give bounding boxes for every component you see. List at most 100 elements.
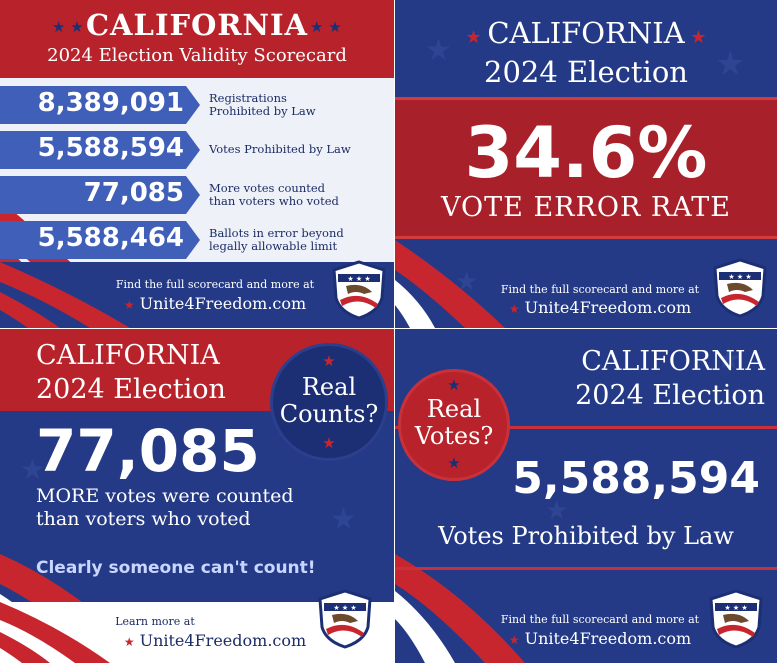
label-line: More votes counted: [209, 181, 326, 195]
footer-link[interactable]: ★ Unite4Freedom.com: [100, 631, 330, 650]
svg-text:★: ★: [425, 33, 452, 68]
site-url[interactable]: Unite4Freedom.com: [139, 294, 307, 313]
svg-text:★: ★: [715, 342, 742, 377]
svg-text:★ ★ ★: ★ ★ ★: [333, 604, 356, 612]
scorecard-row: 77,085 More votes counted than voters wh…: [0, 176, 394, 214]
arrow-shape: [0, 131, 200, 169]
star-icon: ★: [508, 302, 520, 316]
footer-text: Find the full scorecard and more at: [500, 283, 700, 296]
circle-text: Counts?: [279, 400, 379, 428]
title-line: CALIFORNIA: [36, 340, 220, 371]
scorecard-label: Ballots in error beyond legally allowabl…: [209, 227, 389, 253]
scorecard-label: Votes Prohibited by Law: [209, 143, 389, 156]
label-line: Votes Prohibited by Law: [209, 142, 351, 156]
circle-text: Votes?: [414, 422, 494, 450]
scorecard-label: Registrations Prohibited by Law: [209, 92, 389, 118]
real-votes-title: CALIFORNIA 2024 Election: [525, 345, 765, 413]
star-background: ★ ★: [395, 342, 742, 663]
title-line: 2024 Election: [484, 55, 688, 89]
error-rate-panel: ★ ★ ★ ★ CALIFORNIA ★ 2024 Election 34.6%…: [395, 0, 777, 328]
site-url[interactable]: Unite4Freedom.com: [524, 298, 692, 317]
error-rate-title: ★ CALIFORNIA ★ 2024 Election: [395, 16, 777, 89]
label-line: Registrations: [209, 91, 287, 105]
error-rate-percent: 34.6%: [464, 112, 708, 194]
star-icon: ★: [123, 635, 135, 649]
site-url[interactable]: Unite4Freedom.com: [524, 629, 692, 648]
eagle-shield-icon: ★ ★ ★: [713, 258, 767, 318]
title-text: CALIFORNIA: [487, 16, 685, 50]
star-icon: ★ ★: [52, 18, 84, 36]
footer-link[interactable]: ★ Unite4Freedom.com: [490, 298, 710, 317]
real-counts-description: MORE votes were counted than voters who …: [36, 485, 376, 531]
scorecard-header: ★ ★ ★ ★ CALIFORNIA 2024 Election Validit…: [0, 0, 394, 78]
error-rate-band: [395, 97, 777, 239]
svg-text:★ ★ ★: ★ ★ ★: [347, 275, 370, 283]
real-counts-number: 77,085: [36, 417, 260, 485]
real-counts-circle: ★ Real Counts? ★: [270, 343, 388, 461]
arrow-shape: [0, 221, 200, 259]
star-icon: ★: [447, 454, 461, 472]
label-line: Ballots in error beyond: [209, 226, 344, 240]
svg-text:★ ★ ★: ★ ★ ★: [724, 604, 747, 612]
scorecard-number: 5,588,594: [37, 133, 184, 163]
title-line: CALIFORNIA: [581, 346, 765, 377]
svg-text:★: ★: [545, 496, 568, 526]
star-icon: ★: [123, 298, 135, 312]
scorecard-row: 8,389,091 Registrations Prohibited by La…: [0, 86, 394, 124]
svg-text:★ ★ ★: ★ ★ ★: [728, 273, 751, 281]
real-votes-circle: ★ Real Votes? ★: [398, 369, 510, 481]
real-votes-caption: Votes Prohibited by Law: [438, 522, 734, 550]
scorecard-title: CALIFORNIA: [85, 8, 309, 42]
footer-stripes: [0, 262, 130, 328]
footer-text: Find the full scorecard and more at: [500, 613, 700, 626]
scorecard-row: 5,588,464 Ballots in error beyond legall…: [0, 221, 394, 259]
star-icon: ★: [465, 27, 488, 48]
scorecard-number: 77,085: [83, 178, 184, 208]
footer-text: Learn more at: [115, 615, 195, 628]
real-votes-number: 5,588,594: [512, 453, 760, 504]
arrow-shape: [0, 86, 200, 124]
footer-link[interactable]: ★ Unite4Freedom.com: [100, 294, 330, 313]
title-line: ★ CALIFORNIA ★: [395, 16, 777, 55]
eagle-shield-icon: ★ ★ ★: [709, 589, 763, 649]
footer-text: Find the full scorecard and more at: [115, 278, 315, 291]
svg-text:★: ★: [20, 453, 45, 486]
real-counts-title: CALIFORNIA 2024 Election: [36, 339, 276, 407]
scorecard-subtitle: 2024 Election Validity Scorecard: [47, 45, 347, 66]
circle-text: Real: [301, 373, 357, 401]
title-line: 2024 Election: [575, 380, 765, 411]
label-line: legally allowable limit: [209, 239, 338, 253]
real-counts-panel: ★ ★ CALIFORNIA 2024 Election ★ Real Coun…: [0, 329, 394, 663]
label-line: than voters who voted: [209, 194, 339, 208]
title-line: 2024 Election: [36, 374, 226, 405]
eagle-shield-icon: ★ ★ ★: [332, 260, 386, 320]
svg-text:★: ★: [715, 44, 745, 84]
real-votes-panel: ★ ★ CALIFORNIA 2024 Election ★ Real Vote…: [395, 329, 777, 663]
real-counts-quip: Clearly someone can't count!: [36, 558, 316, 578]
error-rate-caption: VOTE ERROR RATE: [441, 192, 731, 223]
site-url[interactable]: Unite4Freedom.com: [139, 631, 307, 650]
scorecard-label: More votes counted than voters who voted: [209, 182, 389, 208]
star-icon: ★: [322, 352, 336, 370]
label-line: Prohibited by Law: [209, 104, 316, 118]
divider: [395, 426, 777, 429]
divider: [395, 567, 777, 570]
arrow-shape: [0, 176, 200, 214]
footer-stripes: [0, 602, 110, 663]
star-icon: ★ ★: [310, 18, 342, 36]
desc-line: than voters who voted: [36, 508, 251, 530]
star-background: ★ ★ ★: [395, 33, 745, 328]
scorecard-number: 8,389,091: [37, 88, 184, 118]
scorecard-number: 5,588,464: [37, 223, 184, 253]
eagle-shield-icon: ★ ★ ★: [318, 589, 372, 649]
scorecard-row: 5,588,594 Votes Prohibited by Law: [0, 131, 394, 169]
svg-text:★: ★: [330, 502, 357, 537]
footer-link[interactable]: ★ Unite4Freedom.com: [490, 629, 710, 648]
scorecard-footer: [0, 262, 394, 328]
star-icon: ★: [684, 27, 707, 48]
star-icon: ★: [322, 434, 336, 452]
scorecard-panel: ★ ★ ★ ★ CALIFORNIA 2024 Election Validit…: [0, 0, 394, 328]
circle-text: Real: [426, 395, 482, 423]
desc-line: MORE votes were counted: [36, 485, 294, 507]
star-icon: ★: [508, 633, 520, 647]
